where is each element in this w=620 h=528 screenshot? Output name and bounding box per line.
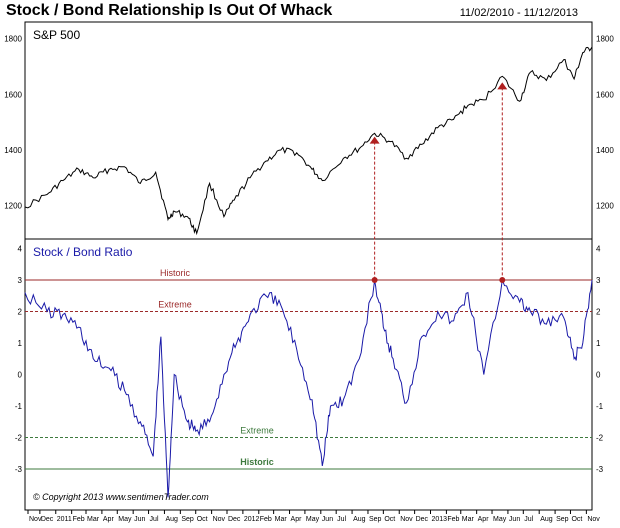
- x-tick-label: Dec: [228, 516, 241, 523]
- x-tick-label: Dec: [41, 516, 54, 523]
- y-tick-right: -1: [596, 402, 604, 411]
- bottom-panel-title: Stock / Bond Ratio: [33, 245, 133, 259]
- sp500-marker-triangle: [497, 82, 508, 90]
- x-tick-label: Aug: [540, 516, 553, 523]
- date-range: 11/02/2010 - 11/12/2013: [459, 7, 578, 19]
- y-tick-right: -2: [596, 434, 604, 443]
- level-label: Extreme: [240, 426, 274, 436]
- level-label: Historic: [160, 268, 191, 278]
- x-tick-label: 2011: [57, 516, 72, 523]
- y-tick-right: 1400: [596, 146, 614, 155]
- x-tick-label: Aug: [165, 516, 178, 523]
- x-tick-label: Sep: [369, 516, 382, 523]
- x-tick-label: Jun: [509, 516, 520, 523]
- y-tick-right: 1800: [596, 35, 614, 44]
- x-tick-label: Oct: [197, 516, 208, 523]
- y-tick-right: 3: [596, 276, 601, 285]
- x-tick-label: May: [306, 516, 320, 523]
- x-tick-label: Mar: [462, 516, 475, 523]
- x-tick-label: Nov: [587, 516, 600, 523]
- y-tick-left: 1: [18, 339, 23, 348]
- y-tick-left: 3: [18, 276, 23, 285]
- y-tick-right: 0: [596, 371, 601, 380]
- y-tick-right: 1200: [596, 202, 614, 211]
- x-tick-label: 2013: [432, 516, 448, 523]
- ratio-series-line: [24, 278, 593, 498]
- x-tick-label: Feb: [73, 516, 85, 523]
- level-label: Historic: [240, 457, 274, 467]
- x-tick-label: May: [493, 516, 507, 523]
- bottom-panel-frame: [24, 238, 593, 511]
- x-tick-label: Sep: [556, 516, 569, 523]
- x-tick-label: Apr: [291, 516, 303, 523]
- x-tick-label: Dec: [416, 516, 429, 523]
- y-tick-left: 1600: [4, 90, 22, 99]
- x-tick-label: Feb: [260, 516, 272, 523]
- y-tick-right: 1: [596, 339, 601, 348]
- x-tick-label: Apr: [478, 516, 490, 523]
- y-tick-left: -1: [15, 402, 23, 411]
- x-tick-label: Nov: [213, 516, 226, 523]
- copyright-text: © Copyright 2013 www.sentimenTrader.com: [33, 492, 209, 502]
- ratio-marker-dot: [371, 276, 378, 283]
- y-tick-left: -3: [15, 465, 23, 474]
- y-tick-right: 4: [596, 244, 601, 253]
- plot-layer: 1200 1200 1400 1400 1600 1600 1800 1800 4 4 3 3 2 2 1 1…: [4, 35, 614, 523]
- x-tick-label: Mar: [87, 516, 100, 523]
- y-tick-left: 0: [18, 371, 23, 380]
- y-tick-left: 1400: [4, 146, 22, 155]
- x-tick-label: Sep: [181, 516, 194, 523]
- y-tick-left: 1200: [4, 202, 22, 211]
- x-tick-label: Oct: [571, 516, 582, 523]
- x-tick-label: 2012: [244, 516, 260, 523]
- x-tick-label: Mar: [275, 516, 288, 523]
- y-tick-right: 2: [596, 307, 601, 316]
- x-tick-label: Feb: [447, 516, 459, 523]
- y-tick-left: 1800: [4, 35, 22, 44]
- x-tick-label: Jul: [337, 516, 346, 523]
- top-panel-frame: [24, 21, 593, 240]
- x-tick-label: Jul: [524, 516, 533, 523]
- y-tick-right: -3: [596, 465, 604, 474]
- x-tick-label: Apr: [103, 516, 115, 523]
- y-tick-left: -2: [15, 434, 23, 443]
- y-tick-right: 1600: [596, 90, 614, 99]
- chart-title: Stock / Bond Relationship Is Out Of Whac…: [6, 2, 333, 19]
- x-tick-label: May: [118, 516, 132, 523]
- x-tick-label: Nov: [29, 516, 42, 523]
- x-tick-label: Jun: [134, 516, 145, 523]
- x-tick-label: Nov: [400, 516, 413, 523]
- x-tick-label: Oct: [384, 516, 395, 523]
- x-tick-label: Jun: [322, 516, 333, 523]
- y-tick-left: 4: [18, 244, 23, 253]
- x-tick-label: Aug: [353, 516, 366, 523]
- x-tick-label: Jul: [150, 516, 159, 523]
- y-tick-left: 2: [18, 307, 23, 316]
- sp500-marker-triangle: [369, 136, 380, 144]
- top-panel-title: S&P 500: [33, 28, 80, 42]
- ratio-marker-dot: [499, 276, 506, 283]
- sp500-series-line: [24, 46, 593, 236]
- level-label: Extreme: [158, 299, 192, 309]
